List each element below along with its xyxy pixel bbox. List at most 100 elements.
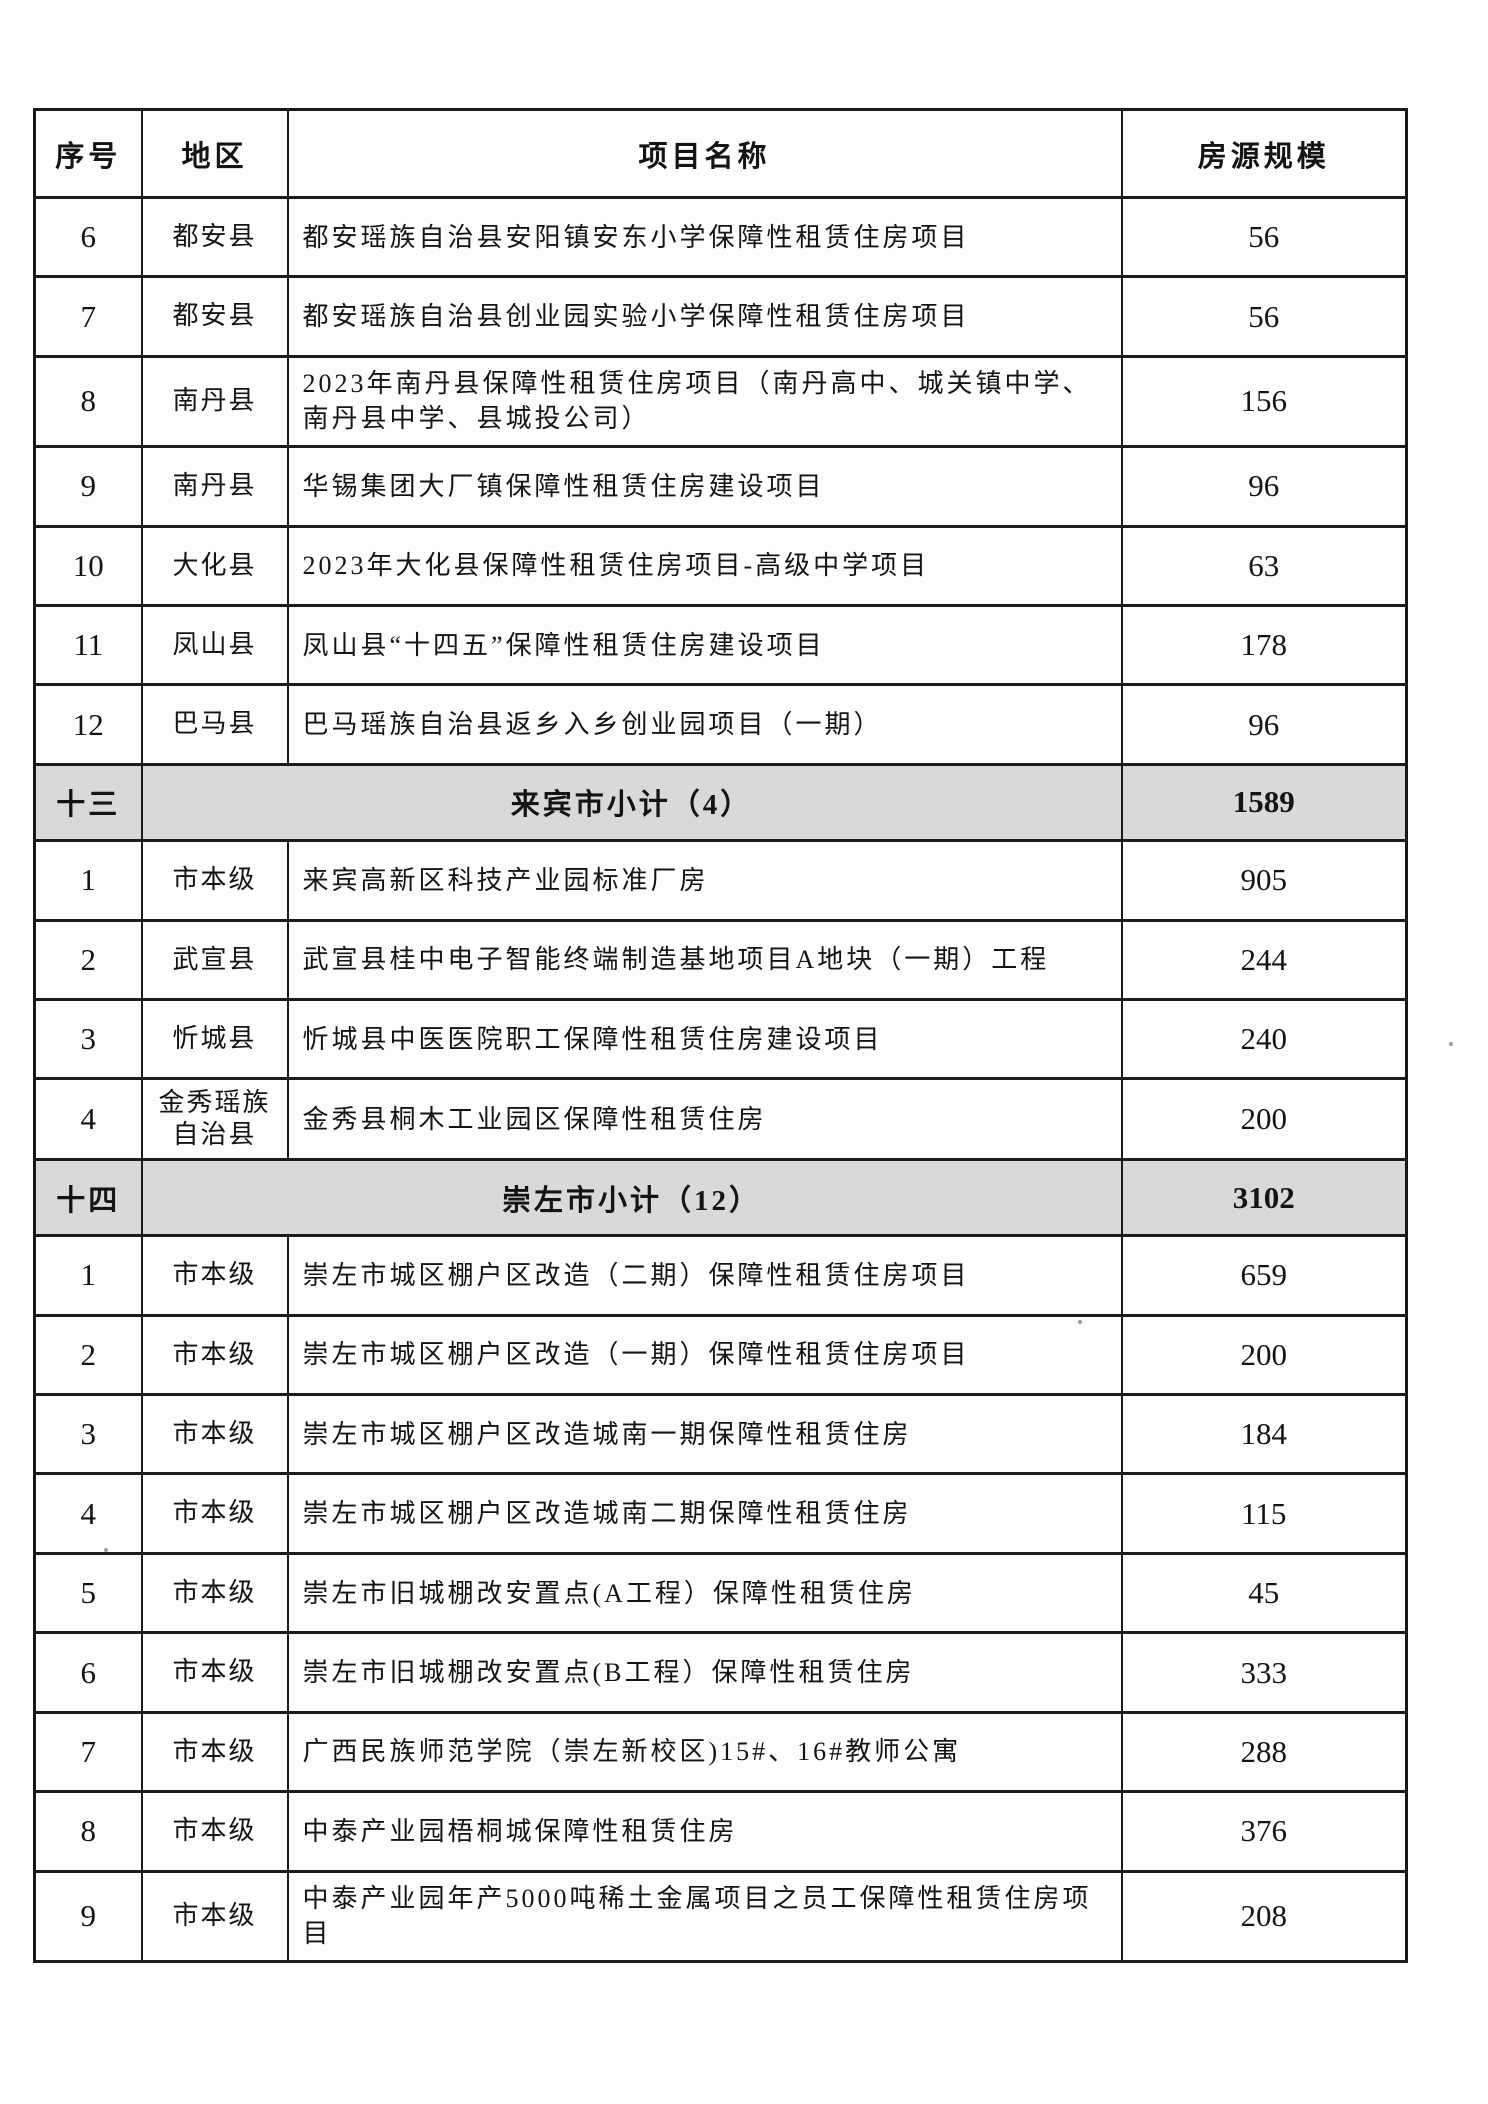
scale-cell: 96 xyxy=(1120,683,1408,766)
header-row: 序号 地区 项目名称 房源规模 xyxy=(33,108,1408,199)
scale-cell: 96 xyxy=(1120,445,1408,528)
project-cell: 崇左市城区棚户区改造城南一期保障性租赁住房 xyxy=(286,1393,1123,1476)
seq-cell: 2 xyxy=(33,1313,143,1397)
seq-cell: 10 xyxy=(33,524,143,607)
scale-cell: 288 xyxy=(1120,1710,1408,1794)
project-cell: 崇左市城区棚户区改造（一期）保障性租赁住房项目 xyxy=(286,1313,1123,1397)
project-row: 2 武宣县 武宣县桂中电子智能终端制造基地项目A地块（一期）工程 244 xyxy=(33,918,1408,1001)
scale-cell: 659 xyxy=(1120,1234,1408,1317)
project-cell: 华锡集团大厂镇保障性租赁住房建设项目 xyxy=(286,445,1123,528)
region-cell: 市本级 xyxy=(140,1790,289,1873)
scale-cell: 244 xyxy=(1120,918,1408,1001)
region-cell: 凤山县 xyxy=(140,603,289,687)
projects-table: 序号 地区 项目名称 房源规模 6 都安县 都安瑶族自治县安阳镇安东小学保障性租赁住… xyxy=(33,108,1408,1964)
seq-cell: 1 xyxy=(33,839,143,922)
project-cell: 都安瑶族自治县创业园实验小学保障性租赁住房项目 xyxy=(286,275,1123,358)
scale-cell: 63 xyxy=(1120,524,1408,607)
subtotal-row: 十四 崇左市小计（12） 3102 xyxy=(33,1157,1408,1238)
seq-cell: 4 xyxy=(33,1077,143,1161)
scan-speck xyxy=(1449,1042,1453,1046)
project-row: 8 市本级 中泰产业园梧桐城保障性租赁住房 376 xyxy=(33,1790,1408,1873)
scale-cell: 56 xyxy=(1120,195,1408,279)
project-cell: 广西民族师范学院（崇左新校区)15#、16#教师公寓 xyxy=(286,1710,1123,1794)
region-cell: 市本级 xyxy=(140,1631,289,1714)
project-cell: 都安瑶族自治县安阳镇安东小学保障性租赁住房项目 xyxy=(286,195,1123,279)
project-cell: 崇左市城区棚户区改造（二期）保障性租赁住房项目 xyxy=(286,1234,1123,1317)
scale-cell: 240 xyxy=(1120,997,1408,1081)
project-row: 3 市本级 崇左市城区棚户区改造城南一期保障性租赁住房 184 xyxy=(33,1393,1408,1476)
scale-cell: 3102 xyxy=(1120,1157,1408,1238)
region-cell: 巴马县 xyxy=(140,683,289,766)
region-cell: 都安县 xyxy=(140,195,289,279)
project-row: 8 南丹县 2023年南丹县保障性租赁住房项目（南丹高中、城关镇中学、南丹县中学、县… xyxy=(33,354,1408,449)
scale-cell: 45 xyxy=(1120,1551,1408,1635)
scale-cell: 184 xyxy=(1120,1393,1408,1476)
project-row: 11 凤山县 凤山县“十四五”保障性租赁住房建设项目 178 xyxy=(33,603,1408,687)
project-row: 10 大化县 2023年大化县保障性租赁住房项目-高级中学项目 63 xyxy=(33,524,1408,607)
seq-cell: 1 xyxy=(33,1234,143,1317)
project-cell: 2023年南丹县保障性租赁住房项目（南丹高中、城关镇中学、南丹县中学、县城投公司… xyxy=(286,354,1123,449)
project-cell: 崇左市城区棚户区改造城南二期保障性租赁住房 xyxy=(286,1472,1123,1555)
project-row: 5 市本级 崇左市旧城棚改安置点(A工程）保障性租赁住房 45 xyxy=(33,1551,1408,1635)
project-cell: 2023年大化县保障性租赁住房项目-高级中学项目 xyxy=(286,524,1123,607)
scale-cell: 1589 xyxy=(1120,762,1408,843)
region-cell: 都安县 xyxy=(140,275,289,358)
project-row: 7 市本级 广西民族师范学院（崇左新校区)15#、16#教师公寓 288 xyxy=(33,1710,1408,1794)
region-cell: 市本级 xyxy=(140,1710,289,1794)
scan-speck xyxy=(1078,1320,1082,1324)
seq-cell: 5 xyxy=(33,1551,143,1635)
scan-speck xyxy=(104,1548,108,1552)
project-cell: 中泰产业园年产5000吨稀土金属项目之员工保障性租赁住房项目 xyxy=(286,1869,1123,1964)
subtotal-label-cell: 崇左市小计（12） xyxy=(140,1157,1123,1238)
region-cell: 市本级 xyxy=(140,1869,289,1964)
region-cell: 市本级 xyxy=(140,1551,289,1635)
region-cell: 市本级 xyxy=(140,1393,289,1476)
region-cell: 市本级 xyxy=(140,1234,289,1317)
scale-cell: 333 xyxy=(1120,1631,1408,1714)
project-cell: 崇左市旧城棚改安置点(A工程）保障性租赁住房 xyxy=(286,1551,1123,1635)
header-region: 地区 xyxy=(140,108,289,199)
seq-cell: 6 xyxy=(33,1631,143,1714)
region-cell: 市本级 xyxy=(140,1472,289,1555)
scale-cell: 178 xyxy=(1120,603,1408,687)
project-cell: 中泰产业园梧桐城保障性租赁住房 xyxy=(286,1790,1123,1873)
seq-cell: 8 xyxy=(33,1790,143,1873)
seq-cell: 9 xyxy=(33,445,143,528)
region-cell: 市本级 xyxy=(140,1313,289,1397)
seq-cell: 3 xyxy=(33,997,143,1081)
seq-cell: 8 xyxy=(33,354,143,449)
seq-cell: 11 xyxy=(33,603,143,687)
seq-cell: 3 xyxy=(33,1393,143,1476)
header-scale: 房源规模 xyxy=(1120,108,1408,199)
seq-cell: 9 xyxy=(33,1869,143,1964)
seq-cell: 7 xyxy=(33,275,143,358)
subtotal-row: 十三 来宾市小计（4） 1589 xyxy=(33,762,1408,843)
project-row: 6 都安县 都安瑶族自治县安阳镇安东小学保障性租赁住房项目 56 xyxy=(33,195,1408,279)
project-cell: 金秀县桐木工业园区保障性租赁住房 xyxy=(286,1077,1123,1161)
seq-cell: 12 xyxy=(33,683,143,766)
region-cell: 南丹县 xyxy=(140,445,289,528)
region-cell: 大化县 xyxy=(140,524,289,607)
project-row: 7 都安县 都安瑶族自治县创业园实验小学保障性租赁住房项目 56 xyxy=(33,275,1408,358)
header-seq: 序号 xyxy=(33,108,143,199)
seq-cell: 2 xyxy=(33,918,143,1001)
region-cell: 市本级 xyxy=(140,839,289,922)
project-cell: 忻城县中医医院职工保障性租赁住房建设项目 xyxy=(286,997,1123,1081)
seq-cell: 6 xyxy=(33,195,143,279)
project-row: 9 市本级 中泰产业园年产5000吨稀土金属项目之员工保障性租赁住房项目 208 xyxy=(33,1869,1408,1964)
project-cell: 凤山县“十四五”保障性租赁住房建设项目 xyxy=(286,603,1123,687)
seq-cell: 4 xyxy=(33,1472,143,1555)
project-cell: 武宣县桂中电子智能终端制造基地项目A地块（一期）工程 xyxy=(286,918,1123,1001)
scale-cell: 200 xyxy=(1120,1077,1408,1161)
scale-cell: 200 xyxy=(1120,1313,1408,1397)
project-row: 6 市本级 崇左市旧城棚改安置点(B工程）保障性租赁住房 333 xyxy=(33,1631,1408,1714)
project-row: 4 市本级 崇左市城区棚户区改造城南二期保障性租赁住房 115 xyxy=(33,1472,1408,1555)
project-row: 4 金秀瑶族自治县 金秀县桐木工业园区保障性租赁住房 200 xyxy=(33,1077,1408,1161)
subtotal-label-cell: 来宾市小计（4） xyxy=(140,762,1123,843)
scale-cell: 56 xyxy=(1120,275,1408,358)
project-row: 1 市本级 崇左市城区棚户区改造（二期）保障性租赁住房项目 659 xyxy=(33,1234,1408,1317)
seq-cell: 十三 xyxy=(33,762,143,843)
header-project: 项目名称 xyxy=(286,108,1123,199)
project-row: 12 巴马县 巴马瑶族自治县返乡入乡创业园项目（一期） 96 xyxy=(33,683,1408,766)
